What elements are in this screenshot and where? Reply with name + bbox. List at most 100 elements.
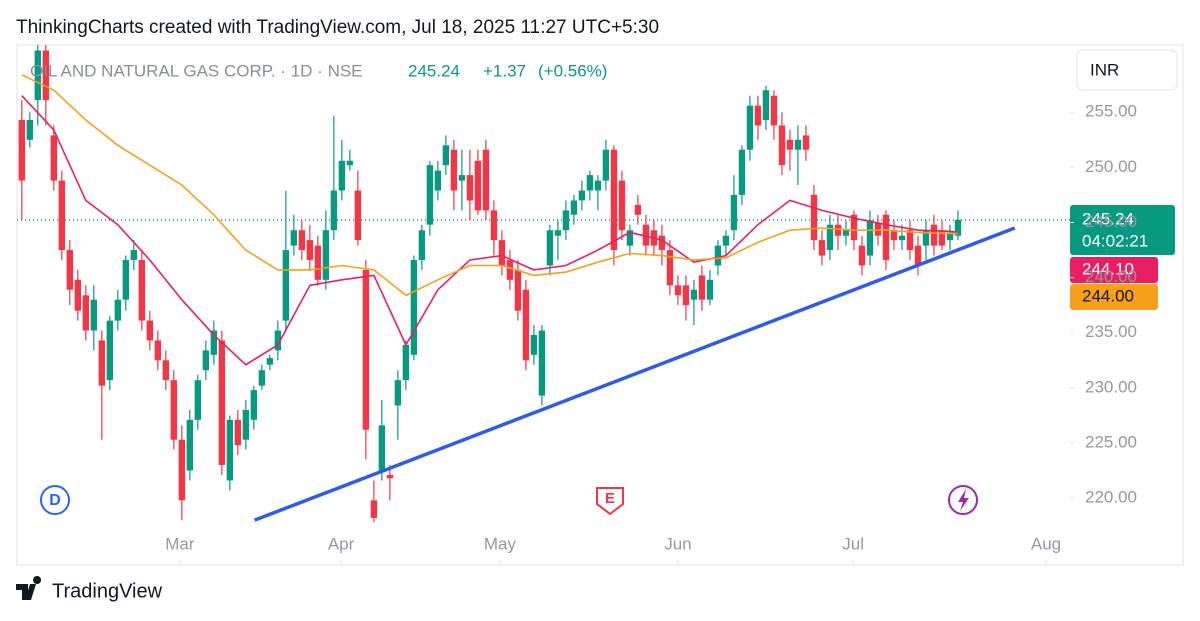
- candle-body: [202, 350, 210, 371]
- candle-body: [930, 224, 938, 246]
- candle-body: [378, 425, 386, 471]
- ma-label: 244.10: [1082, 259, 1134, 278]
- candle-body: [730, 194, 738, 231]
- candle-body: [610, 149, 618, 251]
- candle-body: [778, 125, 786, 166]
- candle-body: [162, 360, 170, 381]
- candle-body: [402, 344, 410, 381]
- candle-body: [818, 240, 826, 256]
- candle-body: [106, 320, 114, 381]
- candle-body: [274, 330, 282, 351]
- candle-body: [282, 250, 290, 321]
- legend-change-pct: (+0.56%): [538, 61, 607, 80]
- x-tick-label: Apr: [328, 534, 355, 553]
- y-tick-label: 245.00: [1085, 212, 1137, 231]
- candle-body: [482, 149, 490, 211]
- candle-body: [90, 299, 98, 331]
- symbol: OIL AND NATURAL GAS CORP. · 1D · NSE: [30, 61, 363, 80]
- logo: [16, 576, 42, 600]
- candle-body: [338, 160, 346, 191]
- x-tick-label: Jun: [664, 534, 691, 553]
- candle-body: [466, 175, 474, 201]
- y-tick-label: 225.00: [1085, 432, 1137, 451]
- candle-body: [234, 419, 242, 446]
- candle-body: [522, 289, 530, 361]
- candle-body: [738, 149, 746, 195]
- dividend-icon[interactable]: [40, 485, 70, 515]
- candle-body: [666, 250, 674, 286]
- candle-body: [322, 230, 330, 280]
- candle-body: [634, 204, 642, 215]
- candle-body: [42, 50, 50, 101]
- candle-body: [218, 340, 226, 466]
- candle-body: [450, 149, 458, 191]
- chart-frame: [16, 44, 1184, 566]
- candle-body: [194, 380, 202, 420]
- candle-body: [82, 295, 90, 331]
- candle-body: [410, 259, 418, 355]
- candle-body: [570, 200, 578, 215]
- candle-body: [66, 250, 74, 290]
- candle-body: [442, 145, 450, 166]
- candle-body: [554, 230, 562, 236]
- earnings-label[interactable]: E: [605, 490, 615, 507]
- candle-body: [922, 230, 930, 246]
- lightning: [958, 489, 969, 511]
- candle-body: [26, 119, 34, 140]
- candle-body: [514, 269, 522, 311]
- candle-body: [858, 245, 866, 266]
- candle-body: [754, 105, 762, 126]
- candle-body: [706, 279, 714, 300]
- candle-body: [770, 95, 778, 126]
- candle-body: [866, 220, 874, 256]
- candle-body: [346, 160, 354, 166]
- moving-average: [21, 95, 959, 366]
- candle-body: [362, 269, 370, 430]
- candle-body: [130, 250, 138, 260]
- candle-body: [58, 180, 66, 251]
- candle-body: [490, 210, 498, 241]
- candle-body: [874, 222, 882, 236]
- candle-body: [850, 214, 858, 241]
- candle-body: [586, 175, 594, 191]
- candle-body: [18, 119, 26, 181]
- earnings-icon[interactable]: [596, 487, 624, 516]
- y-tick-label: 235.00: [1085, 322, 1137, 341]
- candle-body: [938, 230, 946, 246]
- candle-body: [602, 149, 610, 181]
- candle-body: [418, 230, 426, 260]
- candle-body: [794, 139, 802, 150]
- candle-body: [746, 105, 754, 150]
- candle-body: [458, 175, 466, 181]
- candle-body: [954, 219, 962, 236]
- candle-body: [114, 299, 122, 321]
- candle-body: [298, 230, 306, 251]
- countdown: 04:02:21: [1082, 231, 1148, 250]
- ma-label-box: [1070, 284, 1158, 310]
- candle-body: [178, 439, 186, 501]
- x-tick-label: Mar: [165, 534, 195, 553]
- candle-body: [898, 235, 906, 241]
- candle-body: [242, 409, 250, 440]
- currency-box[interactable]: [1076, 49, 1178, 91]
- candle-body: [314, 245, 322, 280]
- candle-body: [122, 259, 130, 300]
- y-tick-label: 250.00: [1085, 157, 1137, 176]
- currency[interactable]: INR: [1090, 60, 1119, 79]
- dividend-label[interactable]: D: [49, 492, 61, 509]
- candle-body: [722, 235, 730, 246]
- trendline: [254, 226, 1016, 522]
- y-tick-label: 220.00: [1085, 488, 1137, 507]
- candle-body: [306, 240, 314, 260]
- candle-body: [434, 170, 442, 191]
- candle-body: [786, 139, 794, 150]
- price-box: [1070, 205, 1175, 255]
- candle-body: [714, 245, 722, 266]
- candle-body: [826, 224, 834, 251]
- ma-label: 244.00: [1082, 286, 1134, 305]
- y-tick-label: 240.00: [1085, 267, 1137, 286]
- legend-change: +1.37: [483, 61, 526, 80]
- candle-body: [50, 135, 58, 181]
- candle-body: [658, 235, 666, 251]
